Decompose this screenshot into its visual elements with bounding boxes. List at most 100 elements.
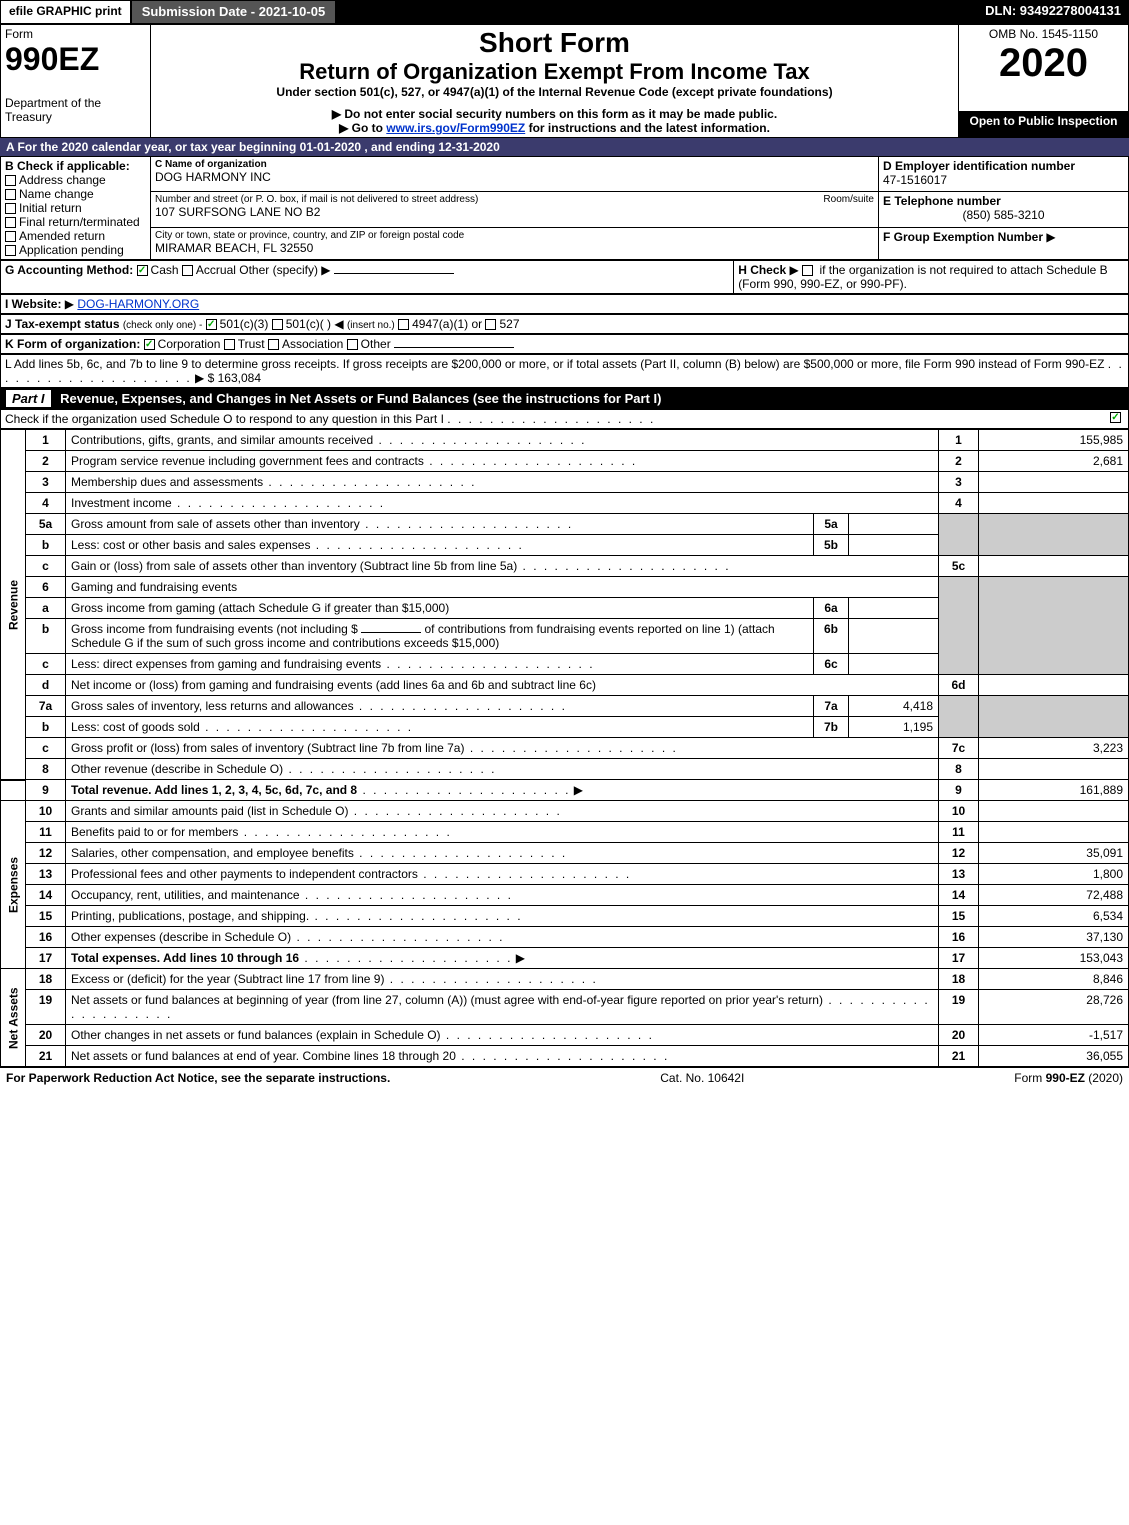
section-h-label: H Check (738, 263, 786, 277)
dept-treasury: Department of the Treasury (5, 96, 146, 124)
line-8-desc: Other revenue (describe in Schedule O) (71, 762, 283, 776)
form-label: Form (5, 27, 146, 41)
line-20-amount: -1,517 (979, 1025, 1129, 1046)
line-7b-amount: 1,195 (849, 717, 939, 738)
chk-cash[interactable] (137, 265, 148, 276)
line-20-desc: Other changes in net assets or fund bala… (71, 1028, 441, 1042)
chk-association[interactable] (268, 339, 279, 350)
form-number: 990EZ (5, 41, 146, 78)
goto-suffix: for instructions and the latest informat… (529, 121, 770, 135)
line-13-amount: 1,800 (979, 864, 1129, 885)
form-title: Short Form (155, 27, 954, 59)
section-a-tax-year: A For the 2020 calendar year, or tax yea… (0, 138, 1129, 156)
line-7a-desc: Gross sales of inventory, less returns a… (71, 699, 354, 713)
line-9-desc: Total revenue. Add lines 1, 2, 3, 4, 5c,… (71, 783, 357, 797)
city-label: City or town, state or province, country… (155, 230, 874, 241)
chk-name-change[interactable]: Name change (5, 187, 146, 201)
line-18-amount: 8,846 (979, 969, 1129, 990)
line-7c-amount: 3,223 (979, 738, 1129, 759)
telephone-value: (850) 585-3210 (883, 208, 1124, 222)
other-org-input[interactable] (394, 347, 514, 348)
line-11-desc: Benefits paid to or for members (71, 825, 238, 839)
line-5b-desc: Less: cost or other basis and sales expe… (71, 538, 310, 552)
line-2-amount: 2,681 (979, 451, 1129, 472)
revenue-section-label: Revenue (1, 430, 26, 780)
open-to-public: Open to Public Inspection (959, 112, 1129, 138)
chk-527[interactable] (485, 319, 496, 330)
form-subtitle: Return of Organization Exempt From Incom… (155, 59, 954, 85)
chk-accrual[interactable] (182, 265, 193, 276)
website-link[interactable]: DOG-HARMONY.ORG (77, 297, 199, 311)
line-6b-desc1: Gross income from fundraising events (no… (71, 622, 358, 636)
city-state-zip: MIRAMAR BEACH, FL 32550 (155, 241, 874, 255)
section-c-name-label: C Name of organization (155, 159, 874, 170)
line-7b-desc: Less: cost of goods sold (71, 720, 200, 734)
line-19-amount: 28,726 (979, 990, 1129, 1025)
section-k-label: K Form of organization: (5, 337, 140, 351)
line-16-amount: 37,130 (979, 927, 1129, 948)
section-j-label: J Tax-exempt status (5, 317, 120, 331)
j-block: J Tax-exempt status (check only one) - 5… (0, 314, 1129, 334)
section-g-label: G Accounting Method: (5, 263, 133, 277)
line-12-amount: 35,091 (979, 843, 1129, 864)
line-7a-amount: 4,418 (849, 696, 939, 717)
chk-address-change[interactable]: Address change (5, 173, 146, 187)
chk-application-pending[interactable]: Application pending (5, 243, 146, 257)
entity-info-block: B Check if applicable: Address change Na… (0, 156, 1129, 260)
part-i-header: Part I Revenue, Expenses, and Changes in… (0, 388, 1129, 409)
line-10-desc: Grants and similar amounts paid (list in… (71, 804, 348, 818)
line-5c-desc: Gain or (loss) from sale of assets other… (71, 559, 517, 573)
chk-initial-return[interactable]: Initial return (5, 201, 146, 215)
part-i-check-text: Check if the organization used Schedule … (5, 412, 444, 426)
line-15-desc: Printing, publications, postage, and shi… (71, 909, 309, 923)
line-1-num: 1 (26, 430, 66, 451)
section-e-label: E Telephone number (883, 194, 1124, 208)
footer-form-ref: Form 990-EZ (2020) (1014, 1071, 1123, 1085)
line-6b-contrib-input[interactable] (361, 632, 421, 633)
top-bar: efile GRAPHIC print Submission Date - 20… (0, 0, 1129, 24)
chk-4947a1[interactable] (398, 319, 409, 330)
section-i-label: I Website: (5, 297, 61, 311)
chk-schedule-b[interactable] (802, 265, 813, 276)
l-block: L Add lines 5b, 6c, and 7b to line 9 to … (0, 354, 1129, 388)
street-label: Number and street (or P. O. box, if mail… (155, 194, 874, 205)
net-assets-section-label: Net Assets (1, 969, 26, 1067)
line-14-amount: 72,488 (979, 885, 1129, 906)
irs-link[interactable]: www.irs.gov/Form990EZ (386, 121, 525, 135)
chk-amended-return[interactable]: Amended return (5, 229, 146, 243)
line-13-desc: Professional fees and other payments to … (71, 867, 418, 881)
chk-corporation[interactable] (144, 339, 155, 350)
tax-year: 2020 (963, 41, 1124, 86)
line-6d-desc: Net income or (loss) from gaming and fun… (71, 678, 596, 692)
section-d-label: D Employer identification number (883, 159, 1124, 173)
gross-receipts-amount: $ 163,084 (208, 371, 261, 385)
other-specify-input[interactable] (334, 273, 454, 274)
chk-other-org[interactable] (347, 339, 358, 350)
line-12-desc: Salaries, other compensation, and employ… (71, 846, 354, 860)
section-f-label: F Group Exemption Number (883, 230, 1043, 244)
line-6c-desc: Less: direct expenses from gaming and fu… (71, 657, 381, 671)
line-4-desc: Investment income (71, 496, 172, 510)
chk-trust[interactable] (224, 339, 235, 350)
chk-final-return[interactable]: Final return/terminated (5, 215, 146, 229)
line-6a-desc: Gross income from gaming (attach Schedul… (71, 601, 449, 615)
goto-prefix: Go to (352, 121, 387, 135)
line-1-amount: 155,985 (979, 430, 1129, 451)
footer-cat-no: Cat. No. 10642I (660, 1071, 744, 1085)
k-block: K Form of organization: Corporation Trus… (0, 334, 1129, 354)
line-17-desc: Total expenses. Add lines 10 through 16 (71, 951, 299, 965)
expenses-section-label: Expenses (1, 801, 26, 969)
line-1-desc: Contributions, gifts, grants, and simila… (71, 433, 373, 447)
line-1-box: 1 (939, 430, 979, 451)
line-6-desc: Gaming and fundraising events (66, 577, 939, 598)
part-i-title: Revenue, Expenses, and Changes in Net As… (60, 391, 661, 406)
line-17-amount: 153,043 (979, 948, 1129, 969)
part-i-label: Part I (6, 390, 51, 407)
efile-print-button[interactable]: efile GRAPHIC print (0, 0, 131, 24)
chk-501c3[interactable] (206, 319, 217, 330)
chk-501c[interactable] (272, 319, 283, 330)
goto-instruction: Go to www.irs.gov/Form990EZ for instruct… (155, 121, 954, 135)
line-2-desc: Program service revenue including govern… (71, 454, 424, 468)
ssn-warning: Do not enter social security numbers on … (155, 107, 954, 121)
chk-schedule-o-part-i[interactable] (1110, 412, 1121, 423)
